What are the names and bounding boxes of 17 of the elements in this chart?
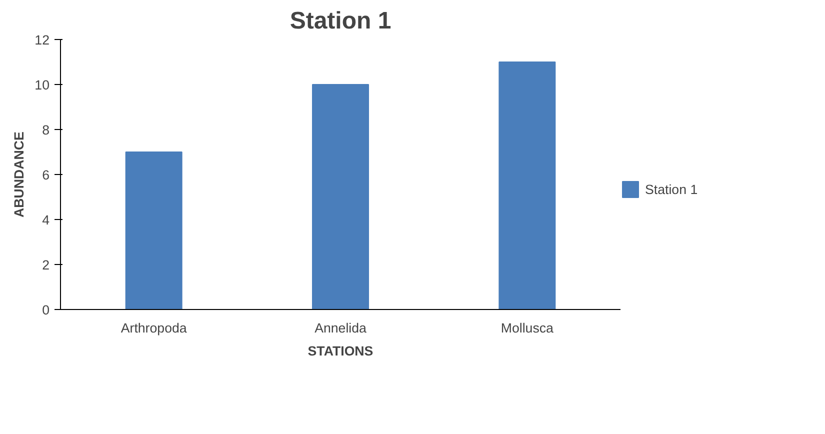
y-tick-label: 6 <box>42 168 50 182</box>
bar <box>498 62 556 310</box>
y-tick-label: 4 <box>42 212 50 228</box>
legend-label: Station 1 <box>645 182 698 196</box>
y-axis-title: ABUNDANCE <box>12 131 27 218</box>
y-tick-label: 12 <box>34 32 50 48</box>
y-tick-label: 10 <box>34 78 50 92</box>
y-tick-label: 2 <box>42 258 50 272</box>
x-tick-label: Arthropoda <box>120 320 188 336</box>
y-tick-label: 0 <box>42 302 50 318</box>
x-tick-label: Annelida <box>314 320 368 336</box>
chart-title: Station 1 <box>290 8 392 34</box>
bar <box>125 152 182 310</box>
x-tick-label: Mollusca <box>500 320 554 336</box>
bar <box>312 84 369 310</box>
y-tick-label: 8 <box>42 122 50 138</box>
x-axis-title: STATIONS <box>308 344 374 358</box>
